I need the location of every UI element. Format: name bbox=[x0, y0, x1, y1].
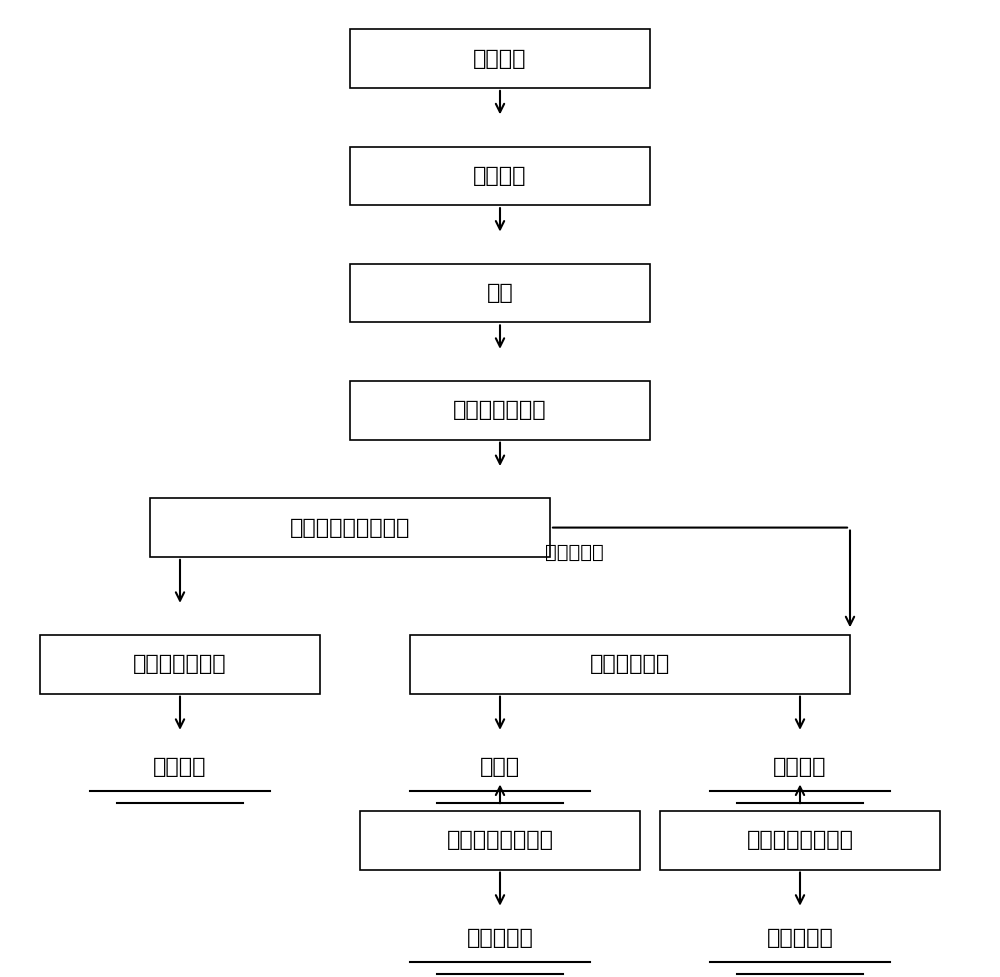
Text: 水洗烟气塔捕集铼砷: 水洗烟气塔捕集铼砷 bbox=[290, 518, 410, 537]
Text: 排放烟气: 排放烟气 bbox=[153, 757, 207, 777]
FancyBboxPatch shape bbox=[150, 498, 550, 557]
FancyBboxPatch shape bbox=[350, 147, 650, 205]
FancyBboxPatch shape bbox=[350, 264, 650, 322]
Text: 砷滤饼: 砷滤饼 bbox=[480, 757, 520, 777]
Text: 顺流烘干: 顺流烘干 bbox=[473, 49, 527, 68]
FancyBboxPatch shape bbox=[350, 381, 650, 440]
FancyBboxPatch shape bbox=[350, 29, 650, 88]
Text: 热溶冷冻法提纯砷: 热溶冷冻法提纯砷 bbox=[446, 830, 554, 850]
FancyBboxPatch shape bbox=[410, 635, 850, 694]
Text: 砷产品市售: 砷产品市售 bbox=[467, 928, 533, 948]
Text: 铼产品市售: 铼产品市售 bbox=[767, 928, 833, 948]
Text: 压滤固液分离: 压滤固液分离 bbox=[590, 655, 670, 674]
Text: 含铼滤液: 含铼滤液 bbox=[773, 757, 827, 777]
Text: 抽出循环水: 抽出循环水 bbox=[545, 542, 604, 562]
FancyBboxPatch shape bbox=[660, 811, 940, 870]
Text: 传统氯盐法提取铼: 传统氯盐法提取铼 bbox=[746, 830, 854, 850]
Text: 配渣型料: 配渣型料 bbox=[473, 166, 527, 186]
Text: 旋涡炉挥发熔炼: 旋涡炉挥发熔炼 bbox=[453, 401, 547, 420]
FancyBboxPatch shape bbox=[40, 635, 320, 694]
FancyBboxPatch shape bbox=[360, 811, 640, 870]
Text: 烟气脱硫塔脱硫: 烟气脱硫塔脱硫 bbox=[133, 655, 227, 674]
Text: 细碎: 细碎 bbox=[487, 283, 513, 303]
